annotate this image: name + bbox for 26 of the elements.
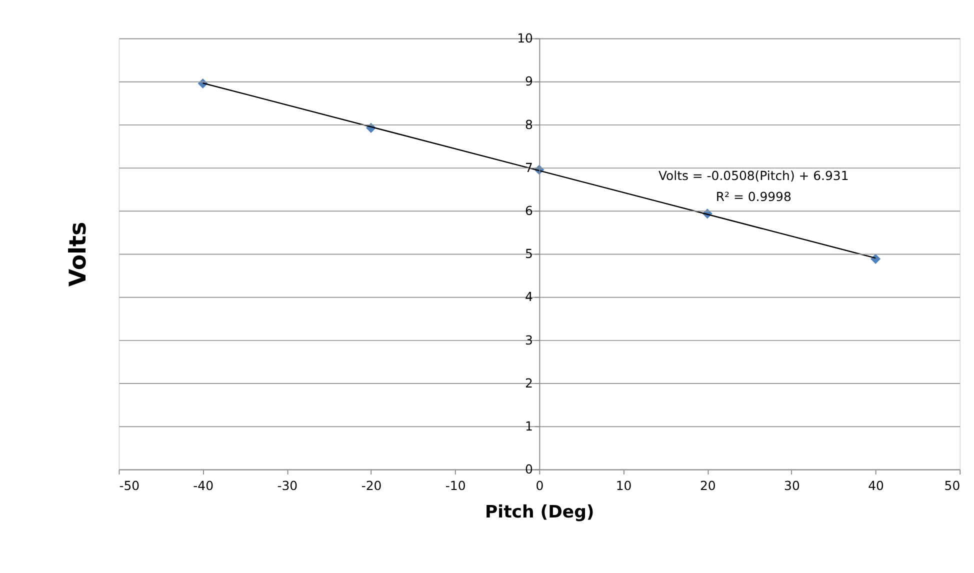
x-tick-label: 40: [868, 478, 884, 493]
y-tick-label: 10: [517, 30, 534, 46]
x-tick-label: -40: [193, 478, 214, 493]
point: [870, 254, 881, 264]
x-tick-label: 0: [536, 478, 544, 493]
y-axis-title: Volts: [66, 222, 92, 287]
y-tick-label: 5: [525, 246, 533, 262]
x-tick-label: 50: [944, 478, 960, 493]
y-tick-label: 8: [525, 116, 534, 132]
x-tick-label: 20: [700, 478, 716, 493]
annotation: R² = 0.9998: [716, 189, 792, 204]
y-tick-label: 4: [525, 289, 534, 304]
y-tick-label: 3: [525, 332, 533, 348]
annotation: Volts = -0.0508(Pitch) + 6.931: [658, 168, 849, 184]
x-tick-label: -30: [277, 478, 298, 493]
x-tick-label: -50: [119, 478, 140, 493]
y-tick-label: 2: [525, 375, 533, 390]
x-tick-label: -10: [445, 478, 466, 493]
x-tick-label: -20: [361, 478, 382, 493]
x-tick-label: 30: [784, 478, 800, 493]
y-tick-label: 9: [525, 74, 534, 89]
x-axis-title: Pitch (Deg): [485, 502, 594, 523]
y-tick-label: 0: [525, 462, 534, 477]
x-tick-label: 10: [616, 478, 632, 493]
y-tick-label: 1: [525, 418, 533, 434]
y-tick-label: 6: [525, 202, 534, 218]
